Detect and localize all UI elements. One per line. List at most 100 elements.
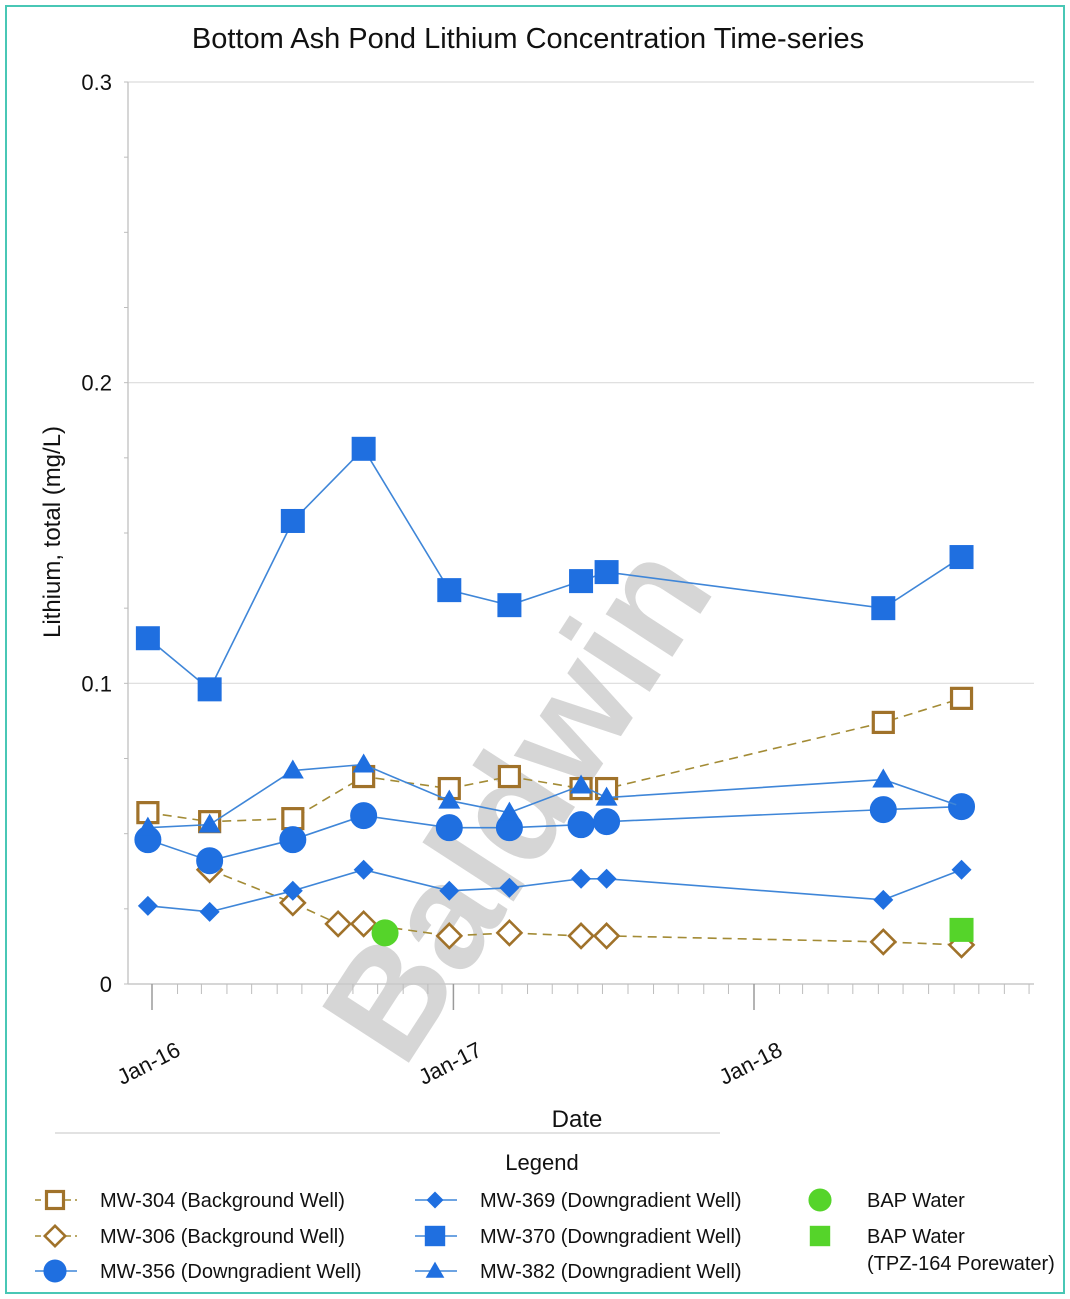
legend-item: MW-356 (Downgradient Well) [35,1259,362,1283]
data-point [571,868,592,889]
series-line [147,868,962,913]
series-bap-7 [949,917,974,942]
data-point [136,816,159,836]
data-point [438,789,461,809]
legend-label: MW-304 (Background Well) [100,1190,345,1212]
outer-border [5,5,1065,1294]
data-point [349,910,378,938]
legend-marker [424,1225,446,1247]
data-point [869,796,897,824]
data-point [324,910,352,938]
series-bap-6 [371,919,399,947]
data-point [280,508,305,533]
y-tick-label: 0 [100,972,112,997]
legend-marker [808,1188,832,1212]
data-point [439,880,460,901]
data-point [350,802,378,830]
y-tick-labels: 0 0.1 0.2 0.3 [81,70,112,997]
legend-item: MW-306 (Background Well) [35,1223,345,1249]
data-point [281,759,304,779]
data-point [592,922,621,950]
legend-item: MW-304 (Background Well) [35,1189,345,1212]
data-point [871,710,895,735]
data-point [595,786,618,806]
data-point [198,813,221,833]
data-point [499,877,520,898]
data-point [949,917,974,942]
data-point [353,859,374,880]
data-point [435,814,463,842]
data-point [437,578,462,603]
data-point [949,545,974,570]
data-point [869,928,898,956]
series-line [147,447,962,691]
legend-title: Legend [505,1150,578,1175]
data-point [949,686,974,710]
y-tick-label: 0.1 [81,671,112,696]
data-point [282,880,303,901]
data-point [596,868,617,889]
data-point [951,859,972,880]
data-point [351,436,376,461]
legend-label: MW-369 (Downgradient Well) [480,1190,742,1212]
data-point [950,795,973,815]
gridlines [128,81,1034,684]
series-line [147,763,962,829]
legend-label: MW-382 (Downgradient Well) [480,1261,742,1283]
data-point [135,626,160,651]
data-point [567,811,595,839]
legend-item: MW-369 (Downgradient Well) [415,1190,742,1212]
series-mw-369-3 [137,859,972,922]
data-point [281,807,305,831]
legend-marker [809,1225,831,1247]
data-point [495,919,524,947]
legend-item: MW-382 (Downgradient Well) [415,1261,742,1283]
legend-marker [42,1223,68,1249]
series-layer [134,436,976,959]
data-point [872,768,895,788]
legend-label: MW-356 (Downgradient Well) [100,1261,362,1283]
legend-label: BAP Water (TPZ-164 Porewater) [867,1226,1055,1275]
chart-title: Bottom Ash Pond Lithium Concentration Ti… [192,23,864,55]
legend-label: MW-370 (Downgradient Well) [480,1226,742,1248]
data-point [871,596,896,621]
y-tick-label: 0.2 [81,371,112,396]
legend-item: MW-370 (Downgradient Well) [415,1225,742,1248]
data-point [352,753,375,773]
legend-marker [425,1261,445,1278]
legend-item: BAP Water (TPZ-164 Porewater) [809,1225,1055,1275]
legend-label: MW-306 (Background Well) [100,1226,345,1248]
y-axis-label: Lithium, total (mg/L) [39,426,66,638]
data-point [873,889,894,910]
legend-items: MW-304 (Background Well) MW-306 (Backgrou… [35,1188,1055,1283]
legend-marker [43,1259,67,1283]
legend-label: BAP Water [867,1190,965,1212]
data-point [498,801,521,821]
data-point [570,774,593,794]
data-point [196,847,224,875]
series-line [147,697,962,823]
data-point [197,677,222,702]
series-line [147,805,962,862]
legend-marker [426,1191,444,1209]
legend: Legend MW-304 (Background Well) MW-306 (B… [35,1150,1055,1283]
data-point [497,764,522,789]
data-point [497,593,522,618]
legend-item: BAP Water [808,1188,965,1212]
data-point [278,888,307,917]
data-point [593,808,621,836]
data-point [199,901,220,922]
data-point [279,826,307,854]
series-mw-370-4 [135,436,974,702]
data-point [137,895,158,916]
data-point [567,922,595,950]
data-point [371,919,399,947]
data-point [569,569,594,594]
series-line [209,869,962,946]
data-point [435,922,464,950]
data-point [594,560,619,585]
y-tick-label: 0.3 [81,70,112,95]
x-axis-label: Date [552,1106,603,1133]
legend-marker [44,1189,66,1211]
